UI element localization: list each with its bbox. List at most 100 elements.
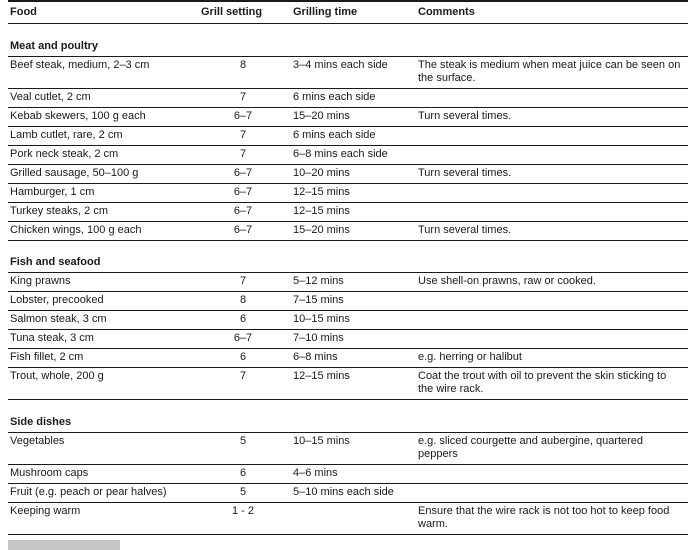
grilling-time-cell: 6–8 mins [291, 348, 416, 368]
food-cell: King prawns [8, 272, 195, 292]
comments-cell [416, 291, 688, 311]
grilling-time-cell: 7–15 mins [291, 291, 416, 311]
table-row: Keeping warm 1 - 2 Ensure that the wire ra… [8, 502, 688, 535]
manual-page: Food Grill setting Grilling time Comment… [8, 0, 688, 550]
table-header-row: Food Grill setting Grilling time Comment… [8, 0, 688, 24]
table-row: Beef steak, medium, 2–3 cm 8 3–4 mins each… [8, 56, 688, 89]
grill-setting-cell: 7 [195, 88, 291, 108]
table-row: Lobster, precooked 8 7–15 mins [8, 291, 688, 311]
grill-setting-cell: 6–7 [195, 107, 291, 127]
table-row: Lamb cutlet, rare, 2 cm 7 6 mins each side [8, 126, 688, 146]
grilling-time-cell: 6–8 mins each side [291, 145, 416, 165]
grilling-time-cell: 12–15 mins [291, 183, 416, 203]
grilling-time-cell: 10–15 mins [291, 432, 416, 465]
grilling-time-cell: 12–15 mins [291, 202, 416, 222]
section-spacer [8, 24, 688, 37]
table-row: Trout, whole, 200 g 7 12–15 mins Coat the t… [8, 367, 688, 400]
section-spacer [8, 240, 688, 253]
comments-cell [416, 183, 688, 203]
column-header-grilling-time: Grilling time [291, 0, 416, 24]
column-header-comments: Comments [416, 0, 688, 24]
section-title: Fish and seafood [8, 253, 688, 273]
food-cell: Trout, whole, 200 g [8, 367, 195, 400]
food-cell: Beef steak, medium, 2–3 cm [8, 56, 195, 89]
comments-cell: Coat the trout with oil to prevent the s… [416, 367, 688, 400]
comments-cell [416, 310, 688, 330]
grilling-time-cell: 3–4 mins each side [291, 56, 416, 89]
comments-cell: Turn several times. [416, 164, 688, 184]
grilling-time-cell: 15–20 mins [291, 221, 416, 241]
section-spacer [8, 400, 688, 413]
table-row: Pork neck steak, 2 cm 7 6–8 mins each side [8, 145, 688, 165]
table-row: Vegetables 5 10–15 mins e.g. sliced courget… [8, 432, 688, 465]
spacer-cell [8, 240, 688, 253]
grilling-time-cell: 4–6 mins [291, 464, 416, 484]
food-cell: Lamb cutlet, rare, 2 cm [8, 126, 195, 146]
table-row: Kebab skewers, 100 g each 6–7 15–20 mins Tu… [8, 107, 688, 127]
food-cell: Salmon steak, 3 cm [8, 310, 195, 330]
comments-cell: Turn several times. [416, 221, 688, 241]
grill-setting-cell: 5 [195, 483, 291, 503]
food-cell: Fruit (e.g. peach or pear halves) [8, 483, 195, 503]
comments-cell: Ensure that the wire rack is not too hot… [416, 502, 688, 535]
grill-setting-cell: 6 [195, 348, 291, 368]
grilling-time-cell: 7–10 mins [291, 329, 416, 349]
table-row: Grilled sausage, 50–100 g 6–7 10–20 mins Tu… [8, 164, 688, 184]
table-row: Fruit (e.g. peach or pear halves) 5 5–10 m… [8, 483, 688, 503]
section-title: Side dishes [8, 412, 688, 433]
grill-settings-table: Food Grill setting Grilling time Comment… [8, 0, 688, 535]
grill-setting-cell: 8 [195, 56, 291, 89]
comments-cell [416, 202, 688, 222]
comments-cell [416, 464, 688, 484]
grill-setting-cell: 7 [195, 367, 291, 400]
grill-setting-cell: 7 [195, 145, 291, 165]
food-cell: Lobster, precooked [8, 291, 195, 311]
comments-cell: Turn several times. [416, 107, 688, 127]
table-head: Food Grill setting Grilling time Comment… [8, 0, 688, 24]
grill-setting-cell: 5 [195, 432, 291, 465]
table-row: Fish fillet, 2 cm 6 6–8 mins e.g. herring o… [8, 348, 688, 368]
comments-cell: e.g. herring or halibut [416, 348, 688, 368]
comments-cell: Use shell-on prawns, raw or cooked. [416, 272, 688, 292]
section-header-row: Meat and poultry [8, 36, 688, 57]
grill-setting-cell: 6 [195, 464, 291, 484]
food-cell: Kebab skewers, 100 g each [8, 107, 195, 127]
grilling-time-cell [291, 502, 416, 535]
grilling-time-cell: 6 mins each side [291, 88, 416, 108]
comments-cell [416, 88, 688, 108]
section-header-row: Side dishes [8, 412, 688, 433]
grilling-time-cell: 10–15 mins [291, 310, 416, 330]
column-header-grill-setting: Grill setting [195, 0, 291, 24]
table-row: Tuna steak, 3 cm 6–7 7–10 mins [8, 329, 688, 349]
comments-cell [416, 483, 688, 503]
comments-cell [416, 145, 688, 165]
grill-setting-cell: 6–7 [195, 183, 291, 203]
table-row: Chicken wings, 100 g each 6–7 15–20 mins Tu… [8, 221, 688, 241]
food-cell: Veal cutlet, 2 cm [8, 88, 195, 108]
food-cell: Keeping warm [8, 502, 195, 535]
comments-cell: e.g. sliced courgette and aubergine, qua… [416, 432, 688, 465]
spacer-cell [8, 24, 688, 37]
grill-table-body: Meat and poultry Beef steak, medium, 2–3 … [8, 24, 688, 535]
section-header-row: Fish and seafood [8, 253, 688, 273]
column-header-food: Food [8, 0, 195, 24]
grilling-time-cell: 10–20 mins [291, 164, 416, 184]
grill-setting-cell: 6–7 [195, 329, 291, 349]
grilling-time-cell: 6 mins each side [291, 126, 416, 146]
table-row: Veal cutlet, 2 cm 7 6 mins each side [8, 88, 688, 108]
table-row: Turkey steaks, 2 cm 6–7 12–15 mins [8, 202, 688, 222]
grill-setting-cell: 6–7 [195, 164, 291, 184]
grill-setting-cell: 1 - 2 [195, 502, 291, 535]
grill-setting-cell: 7 [195, 272, 291, 292]
food-cell: Turkey steaks, 2 cm [8, 202, 195, 222]
food-cell: Grilled sausage, 50–100 g [8, 164, 195, 184]
food-cell: Hamburger, 1 cm [8, 183, 195, 203]
grill-setting-cell: 6–7 [195, 202, 291, 222]
table-row: Mushroom caps 6 4–6 mins [8, 464, 688, 484]
grilling-time-cell: 12–15 mins [291, 367, 416, 400]
grill-setting-cell: 6–7 [195, 221, 291, 241]
food-cell: Mushroom caps [8, 464, 195, 484]
food-cell: Pork neck steak, 2 cm [8, 145, 195, 165]
comments-cell: The steak is medium when meat juice can … [416, 56, 688, 89]
grilling-time-cell: 5–10 mins each side [291, 483, 416, 503]
